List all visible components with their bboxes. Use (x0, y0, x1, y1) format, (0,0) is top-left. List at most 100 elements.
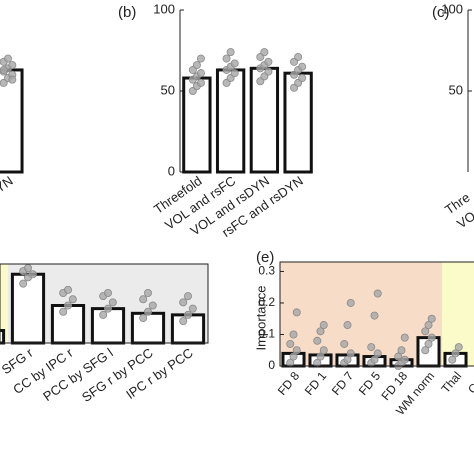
bar (50, 304, 86, 345)
data-point (346, 349, 355, 358)
x-tick-label: FD 8 (275, 369, 303, 398)
data-point (400, 333, 409, 342)
y-tick-label: 0 (268, 358, 275, 372)
data-point (4, 54, 12, 63)
data-point (451, 349, 460, 358)
data-point (400, 355, 409, 364)
data-point (8, 75, 17, 84)
data-point (148, 301, 157, 310)
data-point (143, 288, 152, 297)
data-point (448, 355, 457, 364)
data-point (286, 339, 295, 348)
data-point (99, 310, 108, 319)
y-tick-label: 0.2 (258, 295, 275, 309)
data-point (68, 295, 77, 304)
data-point (192, 61, 201, 70)
y-tick-label: 0 (168, 163, 175, 178)
data-point (264, 57, 273, 66)
data-point (370, 355, 379, 364)
bar (130, 311, 166, 345)
panel-label: (e) (256, 249, 274, 266)
data-point (421, 327, 430, 336)
bar (90, 307, 126, 345)
y-tick-label: 0.1 (258, 327, 275, 341)
data-point (188, 304, 197, 313)
data-point (139, 313, 148, 322)
data-point (64, 285, 73, 294)
x-tick-label: FD 1 (302, 369, 330, 398)
bar (10, 272, 46, 345)
data-point (319, 346, 328, 355)
data-point (64, 301, 73, 310)
data-point (316, 352, 325, 361)
data-point (454, 343, 463, 352)
y-axis-label: Importance (253, 285, 268, 350)
y-tick-label: 100 (441, 1, 463, 16)
data-point (298, 62, 307, 71)
data-point (346, 298, 355, 307)
data-point (8, 61, 17, 70)
data-point (289, 330, 298, 339)
category-background (0, 264, 8, 343)
data-point (427, 333, 436, 342)
data-point (373, 289, 382, 298)
data-point (59, 307, 68, 316)
data-point (292, 346, 301, 355)
data-point (143, 307, 152, 316)
data-point (28, 270, 37, 279)
data-point (292, 308, 301, 317)
data-point (230, 69, 239, 78)
panel-label: (c) (432, 4, 450, 21)
data-point (424, 321, 433, 330)
x-tick-label: FD 7 (329, 369, 357, 398)
data-point (343, 321, 352, 330)
data-point (289, 352, 298, 361)
data-point (260, 48, 269, 57)
bar (182, 76, 212, 174)
data-point (421, 346, 430, 355)
data-point (179, 298, 188, 307)
y-tick-label: 0.3 (258, 264, 275, 278)
data-point (427, 314, 436, 323)
data-point (183, 292, 192, 301)
y-tick-label: 100 (153, 1, 175, 16)
bar (249, 66, 280, 174)
data-point (179, 317, 188, 326)
data-point (319, 321, 328, 330)
data-point (394, 352, 403, 361)
data-point (104, 288, 113, 297)
data-point (313, 336, 322, 345)
x-tick-label: Thal (438, 369, 464, 396)
data-point (183, 310, 192, 319)
data-point (104, 304, 113, 313)
plot-frame (279, 261, 474, 367)
data-point (222, 54, 231, 63)
bar (283, 71, 313, 174)
x-tick-label: CSF (465, 369, 474, 396)
data-point (23, 263, 32, 272)
data-point (19, 279, 28, 288)
bar (215, 68, 246, 174)
y-tick-label: 50 (449, 82, 463, 97)
bar (170, 313, 206, 345)
data-point (196, 69, 205, 78)
data-point (367, 343, 376, 352)
bar (0, 329, 6, 345)
data-point (264, 67, 273, 76)
data-point (340, 339, 349, 348)
data-point (230, 59, 239, 68)
category-background (334, 262, 361, 366)
panel-label: (b) (118, 4, 136, 21)
plot-frame (0, 263, 209, 344)
data-point (196, 78, 205, 87)
data-point (294, 52, 303, 61)
data-point (298, 74, 307, 83)
data-point (343, 355, 352, 364)
data-point (373, 349, 382, 358)
data-point (397, 346, 406, 355)
data-point (370, 311, 379, 320)
data-point (0, 65, 8, 74)
data-point (196, 54, 205, 63)
